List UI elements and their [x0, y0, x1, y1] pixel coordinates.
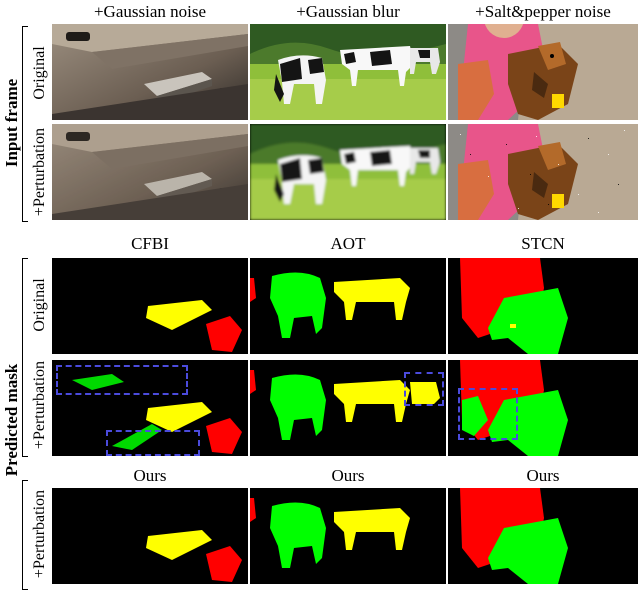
- row-label-original-1: Original: [31, 46, 48, 100]
- highlight-box-aot: [404, 372, 444, 406]
- highlight-box-stcn: [458, 388, 518, 440]
- highlight-box-cfbi-top: [56, 365, 188, 395]
- brace-ours: [22, 480, 28, 590]
- mask-perturbed-aot: [250, 360, 446, 456]
- mask-ours-cfbi-column: [52, 488, 248, 584]
- column-title-ours-2: Ours: [331, 466, 365, 485]
- column-title-ours-1: Ours: [133, 466, 167, 485]
- column-title-gaussian-noise: +Gaussian noise: [93, 2, 207, 21]
- column-title-salt-pepper: +Salt&pepper noise: [475, 2, 611, 21]
- mask-ours-stcn-column: [448, 488, 638, 584]
- mask-perturbed-cfbi: [52, 360, 248, 456]
- group-label-predicted-mask: Predicted mask: [2, 363, 21, 477]
- group-label-input-frame: Input frame: [2, 78, 21, 168]
- input-original-cows: [250, 24, 446, 120]
- column-title-aot: AOT: [330, 234, 366, 253]
- input-perturbed-cows: [250, 124, 446, 220]
- brace-input: [22, 26, 28, 222]
- row-label-original-2: Original: [31, 278, 48, 332]
- mask-ours-aot-column: [250, 488, 446, 584]
- row-label-perturbation-3: +Perturbation: [31, 489, 48, 579]
- row-label-perturbation-1: +Perturbation: [31, 127, 48, 217]
- input-perturbed-girl-dog: [448, 124, 638, 220]
- highlight-box-cfbi-bottom: [106, 430, 200, 456]
- column-title-ours-3: Ours: [526, 466, 560, 485]
- column-title-stcn: STCN: [521, 234, 565, 253]
- mask-original-stcn: [448, 258, 638, 354]
- row-label-perturbation-2: +Perturbation: [31, 360, 48, 450]
- mask-perturbed-stcn: [448, 360, 638, 456]
- input-original-car-interior: [52, 24, 248, 120]
- column-title-cfbi: CFBI: [131, 234, 169, 253]
- brace-predicted: [22, 258, 28, 457]
- input-original-girl-dog: [448, 24, 638, 120]
- column-title-gaussian-blur: +Gaussian blur: [296, 2, 400, 21]
- mask-original-aot: [250, 258, 446, 354]
- mask-original-cfbi: [52, 258, 248, 354]
- input-perturbed-car-interior: [52, 124, 248, 220]
